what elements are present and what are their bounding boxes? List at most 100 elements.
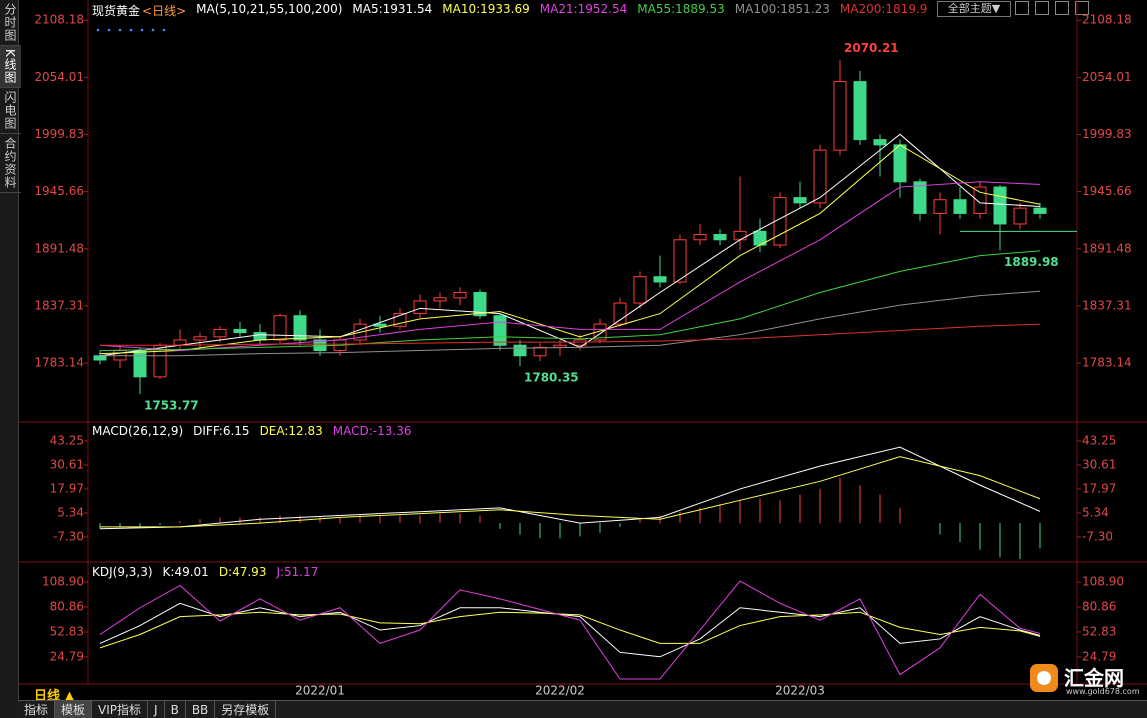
candle-body bbox=[453, 292, 467, 299]
price-header: 现货黄金 <日线> MA(5,10,21,55,100,200) MA5:193… bbox=[92, 2, 927, 19]
candle-body bbox=[993, 186, 1007, 225]
candle-body bbox=[833, 81, 847, 151]
candle-body bbox=[533, 346, 547, 357]
tab[interactable]: 另存模板 bbox=[215, 701, 277, 718]
tab[interactable]: VIP指标 bbox=[92, 701, 149, 718]
y-tick-label-right: 24.79 bbox=[1082, 649, 1116, 663]
side-tab[interactable]: 合约资料 bbox=[0, 134, 21, 193]
candle-body bbox=[933, 199, 947, 214]
y-tick-label-right: 80.86 bbox=[1082, 599, 1116, 613]
indicator-line bbox=[100, 323, 1041, 346]
y-tick-label: 5.34 bbox=[57, 505, 84, 519]
side-tab[interactable]: 分时图 bbox=[0, 0, 21, 46]
indicator-line bbox=[100, 456, 1041, 528]
candle-body bbox=[133, 350, 147, 378]
y-tick-label: 80.86 bbox=[50, 599, 84, 613]
date-label: 2022/03 bbox=[775, 684, 825, 698]
side-tab[interactable]: 闪电图 bbox=[0, 88, 21, 134]
indicator-line bbox=[99, 446, 1041, 530]
legend-entry: MA200:1819.9 bbox=[839, 2, 928, 16]
candle-body bbox=[553, 344, 567, 348]
indicator-line bbox=[99, 144, 1041, 355]
y-tick-label-right: 2108.18 bbox=[1082, 13, 1132, 27]
y-tick-label: -7.30 bbox=[53, 529, 84, 543]
tab[interactable]: 模板 bbox=[55, 701, 93, 718]
tab[interactable]: 指标 bbox=[18, 701, 56, 718]
logo-name: 汇金网 bbox=[1064, 666, 1124, 690]
indicator-line bbox=[99, 250, 1041, 352]
candle-body bbox=[693, 234, 707, 241]
macd-params: MACD(26,12,9) bbox=[92, 424, 184, 438]
legend-entry: MA55:1889.53 bbox=[637, 2, 725, 16]
y-tick-label-right: 2054.01 bbox=[1082, 70, 1132, 84]
legend-entry: DEA:12.83 bbox=[259, 424, 323, 438]
y-tick-label: 1999.83 bbox=[34, 127, 84, 141]
ma-params: MA(5,10,21,55,100,200) bbox=[196, 2, 343, 16]
price-annotation: 1753.77 bbox=[144, 398, 199, 412]
candle-body bbox=[493, 315, 507, 346]
tab[interactable]: J bbox=[148, 701, 165, 718]
candle-body bbox=[853, 81, 867, 141]
y-tick-label: 1891.48 bbox=[34, 241, 84, 255]
candle-body bbox=[213, 328, 227, 338]
candle-body bbox=[193, 336, 207, 341]
candle-body bbox=[513, 344, 527, 357]
candle-body bbox=[733, 230, 747, 241]
theme-select[interactable]: 全部主题▼ bbox=[937, 1, 1011, 17]
candle-body bbox=[713, 234, 727, 241]
indicator-line bbox=[100, 290, 1041, 357]
y-tick-label-right: 1945.66 bbox=[1082, 184, 1132, 198]
chart: 2108.18 2108.18 2054.01 2054.01 1999.83 1999.… bbox=[18, 0, 1147, 698]
y-tick-label-right: 1783.14 bbox=[1082, 356, 1132, 370]
symbol: 现货黄金 bbox=[92, 4, 141, 18]
candle-body bbox=[793, 197, 807, 204]
legend-entry: MACD:-13.36 bbox=[332, 424, 412, 438]
tab[interactable]: B bbox=[165, 701, 186, 718]
candle-body bbox=[93, 355, 107, 361]
y-tick-label-right: 1999.83 bbox=[1082, 127, 1132, 141]
icon[interactable] bbox=[1075, 1, 1089, 15]
legend-entry: MA21:1952.54 bbox=[539, 2, 628, 16]
y-tick-label: 2108.18 bbox=[34, 13, 84, 27]
date-label: 2022/02 bbox=[535, 684, 585, 698]
candle-body bbox=[973, 186, 987, 214]
icon[interactable] bbox=[1015, 1, 1029, 15]
dots bbox=[96, 28, 166, 32]
tab-bar: 指标 模板 VIP指标 J B BB 另存模板 bbox=[18, 700, 1147, 718]
y-tick-label: 2054.01 bbox=[34, 70, 84, 84]
y-tick-label-right: 43.25 bbox=[1082, 434, 1116, 448]
legend-entry: D:47.93 bbox=[218, 565, 267, 579]
candle-body bbox=[893, 144, 907, 183]
y-tick-label-right: 52.83 bbox=[1082, 624, 1116, 638]
y-tick-label-right: 5.34 bbox=[1082, 505, 1109, 519]
y-tick-label-right: 108.90 bbox=[1082, 574, 1124, 588]
icon[interactable] bbox=[1055, 1, 1069, 15]
candle-body bbox=[613, 302, 627, 325]
macd-header: MACD(26,12,9) DIFF:6.15 DEA:12.83 MACD:-13… bbox=[92, 424, 411, 438]
candle-body bbox=[433, 297, 447, 302]
indicator-line bbox=[99, 181, 1041, 352]
y-tick-label: 17.97 bbox=[50, 481, 84, 495]
kdj-params: KDJ(9,3,3) bbox=[92, 565, 153, 579]
date-label: 2022/01 bbox=[295, 684, 345, 698]
candle-body bbox=[673, 239, 687, 283]
price-annotation: 1889.98 bbox=[1004, 255, 1059, 269]
y-tick-label: 43.25 bbox=[50, 434, 84, 448]
candle-body bbox=[653, 276, 667, 283]
candle-body bbox=[873, 139, 887, 146]
y-tick-label-right: 1891.48 bbox=[1082, 241, 1132, 255]
candle-body bbox=[413, 300, 427, 315]
candle-body bbox=[813, 149, 827, 204]
sidebar: 分时图 K线图 闪电图 合约资料 bbox=[0, 0, 21, 718]
candle-body bbox=[953, 199, 967, 214]
candle-body bbox=[473, 292, 487, 317]
side-tab[interactable]: K线图 bbox=[0, 46, 21, 88]
icon[interactable] bbox=[1035, 1, 1049, 15]
y-tick-label: 1783.14 bbox=[34, 356, 84, 370]
indicator-line bbox=[99, 580, 1041, 680]
kdj-header: KDJ(9,3,3) K:49.01 D:47.93 J:51.17 bbox=[92, 565, 318, 579]
y-tick-label-right: -7.30 bbox=[1082, 529, 1113, 543]
tab[interactable]: BB bbox=[186, 701, 216, 718]
window-icons bbox=[1015, 1, 1089, 15]
